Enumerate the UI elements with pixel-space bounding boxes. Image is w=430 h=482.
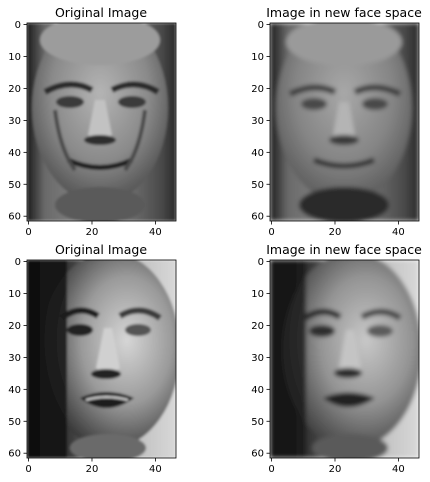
- y-tick-label: 20: [251, 84, 264, 95]
- y-tick-label: 0: [258, 20, 264, 31]
- y-tick-label: 0: [258, 257, 264, 268]
- face-image: [269, 259, 420, 459]
- y-tick-label: 40: [8, 385, 21, 396]
- subplot-title: Original Image: [55, 242, 147, 257]
- y-tick-label: 40: [251, 148, 264, 159]
- subplot-reconstructed-image-1: Image in new face space 0 20 40 0 10 20 30 40 5…: [251, 5, 422, 238]
- x-tick-label: 0: [25, 464, 31, 475]
- subplot-original-image-2: Original Image 0 20 40 0 10 20 30 40 50 60: [8, 242, 177, 475]
- y-tick-label: 60: [8, 212, 21, 223]
- y-tick-label: 40: [8, 148, 21, 159]
- y-tick-label: 60: [251, 449, 264, 460]
- y-tick-label: 60: [251, 212, 264, 223]
- face-image: [269, 22, 420, 222]
- x-tick-label: 20: [86, 464, 99, 475]
- y-tick-label: 50: [8, 180, 21, 191]
- y-tick-label: 10: [8, 52, 21, 63]
- subplot-title: Image in new face space: [266, 5, 422, 20]
- y-tick-label: 0: [15, 20, 21, 31]
- x-tick-label: 20: [329, 464, 342, 475]
- y-tick-label: 10: [251, 289, 264, 300]
- x-tick-label: 40: [149, 227, 162, 238]
- x-tick-label: 40: [392, 464, 405, 475]
- y-tick-label: 50: [251, 180, 264, 191]
- y-tick-label: 30: [251, 353, 264, 364]
- x-tick-label: 0: [268, 464, 274, 475]
- y-tick-label: 60: [8, 449, 21, 460]
- x-tick-label: 0: [268, 227, 274, 238]
- y-tick-label: 20: [8, 321, 21, 332]
- y-tick-label: 10: [251, 52, 264, 63]
- subplot-title: Original Image: [55, 5, 147, 20]
- subplot-original-image-1: Original Image 0 20 40 0 10 20 30 40 50 60: [8, 5, 177, 238]
- y-tick-label: 30: [8, 116, 21, 127]
- subplot-reconstructed-image-2: Image in new face space 0 20 40 0 10 20 30 40 5…: [251, 242, 422, 475]
- subplot-title: Image in new face space: [266, 242, 422, 257]
- y-tick-label: 50: [251, 417, 264, 428]
- y-tick-label: 50: [8, 417, 21, 428]
- x-tick-label: 20: [329, 227, 342, 238]
- y-tick-label: 10: [8, 289, 21, 300]
- x-tick-label: 40: [149, 464, 162, 475]
- face-image: [26, 259, 177, 459]
- face-image: [26, 22, 177, 222]
- y-tick-label: 0: [15, 257, 21, 268]
- y-tick-label: 20: [8, 84, 21, 95]
- x-tick-label: 0: [25, 227, 31, 238]
- y-tick-label: 40: [251, 385, 264, 396]
- y-tick-label: 30: [8, 353, 21, 364]
- y-tick-label: 30: [251, 116, 264, 127]
- x-tick-label: 40: [392, 227, 405, 238]
- x-tick-label: 20: [86, 227, 99, 238]
- y-tick-label: 20: [251, 321, 264, 332]
